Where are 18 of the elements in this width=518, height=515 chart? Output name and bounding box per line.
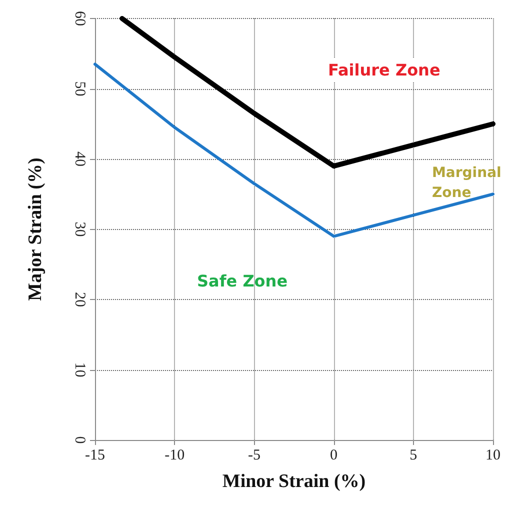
y-tick-label: 0 <box>72 436 88 444</box>
x-tick-label: -5 <box>248 448 260 464</box>
x-tick-label: 0 <box>330 448 338 464</box>
y-tick-label: 10 <box>72 362 88 378</box>
x-tick-label: 5 <box>410 448 418 464</box>
y-tick-label: 50 <box>72 81 88 96</box>
annotation: Safe Zone <box>197 272 288 290</box>
y-tick-label: 30 <box>72 222 88 237</box>
y-tick-label: 20 <box>72 292 88 307</box>
annotation: Failure Zone <box>328 60 440 80</box>
x-tick-label: 10 <box>486 448 500 464</box>
x-axis-title: Minor Strain (%) <box>222 471 366 492</box>
x-tick-label: -10 <box>164 448 185 464</box>
x-tick-label: -15 <box>85 448 105 464</box>
y-axis-title: Major Strain (%) <box>25 158 46 301</box>
y-tick-label: 60 <box>72 11 88 26</box>
annotation: Marginal Zone <box>432 165 502 201</box>
y-tick-label: 40 <box>72 152 88 166</box>
